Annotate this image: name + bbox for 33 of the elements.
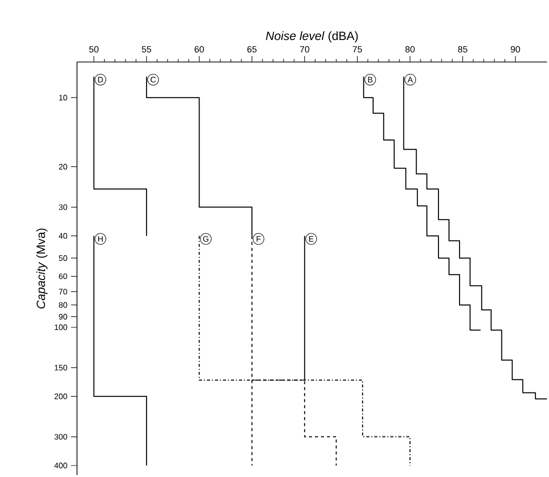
y-tick-label: 50 [58,255,68,261]
x-tick-label: 50 [89,46,99,52]
series-label: B [368,76,372,82]
series-label: E [309,236,314,242]
y-tick-label: 300 [54,434,68,440]
x-tick-label: 65 [247,46,257,52]
x-tick-label: 70 [300,46,310,52]
x-tick-label: 60 [194,46,204,52]
y-tick-label: 100 [54,324,68,330]
x-axis-title: Noise level (dBA) [266,31,358,42]
x-tick-label: 75 [352,46,362,52]
series-label: F [256,236,261,242]
series-label: D [98,76,103,82]
y-tick-label: 40 [58,233,68,239]
series-label: H [98,236,103,242]
series-label: A [408,76,413,82]
y-tick-label: 150 [54,364,68,371]
y-tick-label: 10 [59,94,68,100]
y-tick-label: 400 [54,462,68,468]
y-tick-label: 80 [58,302,68,308]
y-axis-title: Capacity (Mva) [36,228,48,308]
x-tick-label: 80 [405,46,415,52]
x-tick-label: 90 [510,46,520,52]
x-tick-label: 55 [142,46,152,52]
y-tick-label: 60 [58,273,68,280]
series-label: C [150,76,156,82]
y-tick-label: 30 [58,204,68,210]
y-tick-label: 70 [58,288,68,294]
x-tick-label: 85 [458,46,468,52]
y-tick-label: 200 [54,394,68,400]
y-tick-label: 90 [58,314,68,320]
y-tick-label: 20 [58,164,68,170]
series-label: G [203,236,208,242]
